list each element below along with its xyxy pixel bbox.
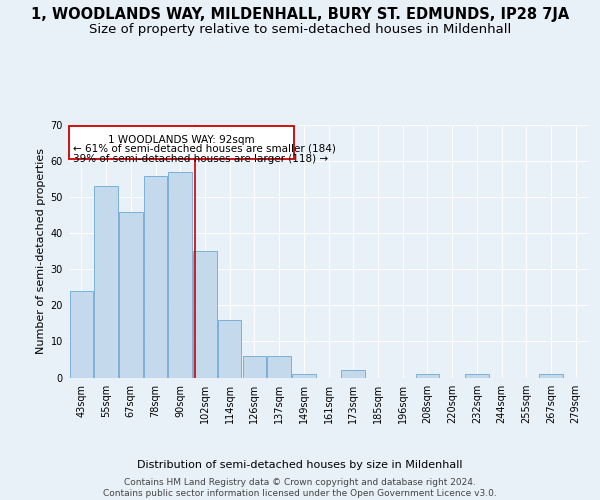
Text: ← 61% of semi-detached houses are smaller (184): ← 61% of semi-detached houses are smalle… (73, 144, 336, 154)
Bar (242, 356, 266, 378)
Text: Distribution of semi-detached houses by size in Mildenhall: Distribution of semi-detached houses by … (137, 460, 463, 470)
Bar (416, 374, 439, 378)
Text: 39% of semi-detached houses are larger (118) →: 39% of semi-detached houses are larger (… (73, 154, 328, 164)
Text: Size of property relative to semi-detached houses in Mildenhall: Size of property relative to semi-detach… (89, 22, 511, 36)
Text: 1, WOODLANDS WAY, MILDENHALL, BURY ST. EDMUNDS, IP28 7JA: 1, WOODLANDS WAY, MILDENHALL, BURY ST. E… (31, 8, 569, 22)
Bar (268, 356, 291, 378)
Bar (169, 172, 192, 378)
Bar (292, 374, 316, 378)
Text: Contains HM Land Registry data © Crown copyright and database right 2024.
Contai: Contains HM Land Registry data © Crown c… (103, 478, 497, 498)
Bar (70, 291, 93, 378)
Y-axis label: Number of semi-detached properties: Number of semi-detached properties (36, 148, 46, 354)
Bar (218, 320, 241, 378)
Bar (119, 212, 143, 378)
FancyBboxPatch shape (70, 126, 294, 160)
Text: 1 WOODLANDS WAY: 92sqm: 1 WOODLANDS WAY: 92sqm (109, 134, 255, 144)
Bar (193, 251, 217, 378)
Bar (94, 186, 118, 378)
Bar (144, 176, 167, 378)
Bar (539, 374, 563, 378)
Bar (341, 370, 365, 378)
Bar (465, 374, 488, 378)
